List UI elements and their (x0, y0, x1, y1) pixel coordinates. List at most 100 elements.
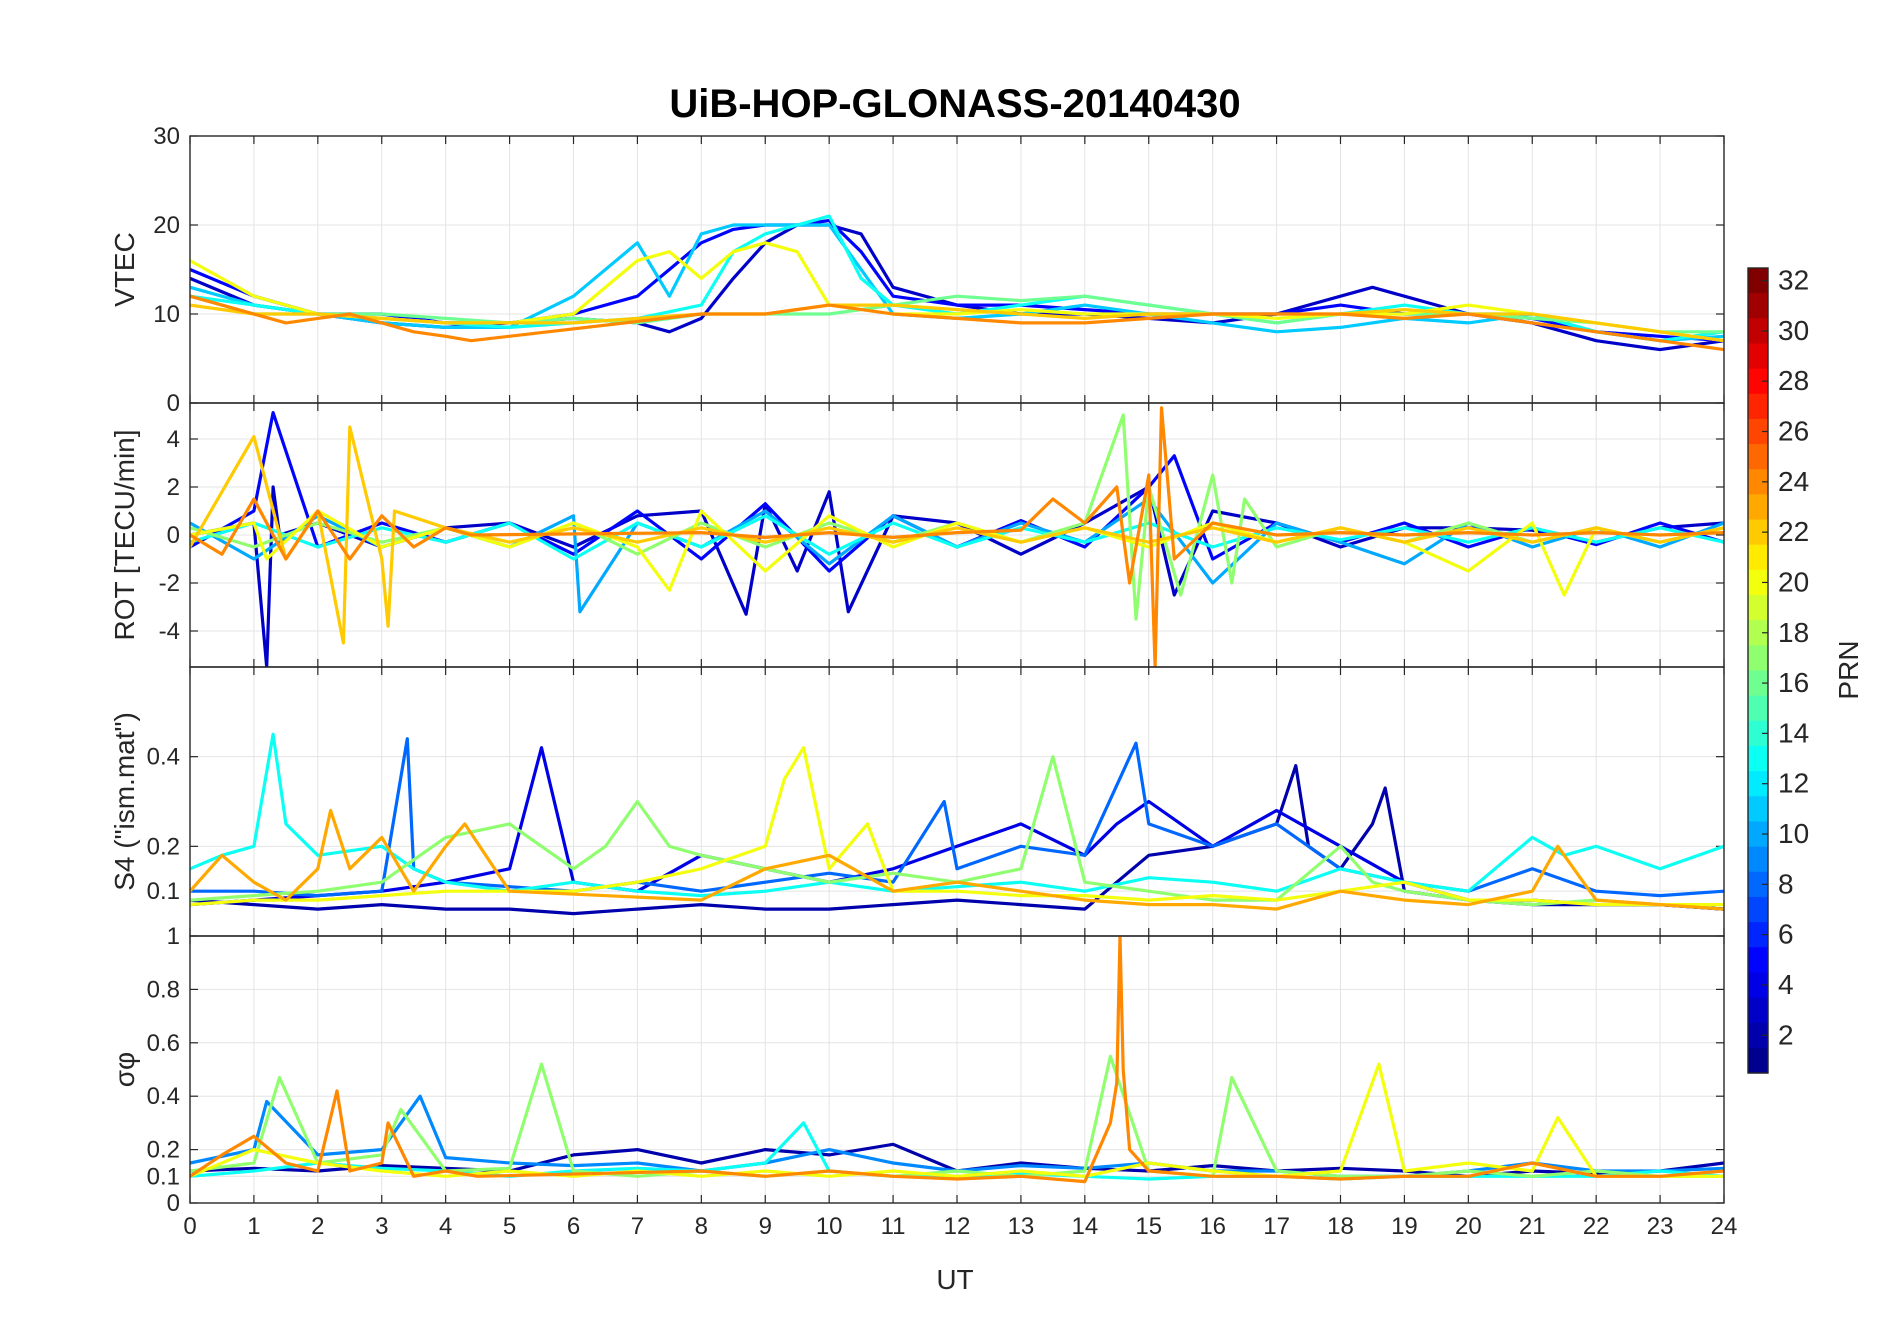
colorbar-tick-label: 28 (1778, 365, 1809, 396)
colorbar-band (1748, 645, 1768, 672)
colorbar-tick-label: 4 (1778, 969, 1794, 1000)
axes-frame (189, 935, 1725, 1204)
x-tick-label: 15 (1135, 1213, 1162, 1240)
y-tick-label: 20 (153, 212, 180, 239)
colorbar-tick-label: 18 (1778, 617, 1809, 648)
panel-s4: 0.1 0.2 0.4 S4 ("ism.mat") (109, 666, 1725, 937)
y-tick-label: 1 (167, 923, 180, 950)
y-tick-label: 2 (167, 474, 180, 501)
colorbar-tick-label: 12 (1778, 768, 1809, 799)
colorbar-band (1748, 997, 1768, 1024)
x-tick-label: 14 (1071, 1213, 1098, 1240)
colorbar-band (1748, 544, 1768, 571)
colorbar-band (1748, 821, 1768, 848)
colorbar-tick-label: 30 (1778, 315, 1809, 346)
colorbar-band (1748, 1047, 1768, 1074)
colorbar-band (1748, 670, 1768, 697)
colorbar-tick-label: 16 (1778, 667, 1809, 698)
x-tick-label: 22 (1583, 1213, 1610, 1240)
series-group (190, 936, 1724, 1184)
x-tick-label: 21 (1519, 1213, 1546, 1240)
colorbar-band (1748, 796, 1768, 823)
colorbar-band (1748, 318, 1768, 345)
colorbar-band (1748, 595, 1768, 621)
x-tick-label: 13 (1008, 1213, 1035, 1240)
x-tick-label: 12 (944, 1213, 971, 1240)
y-tick-label: 0.4 (147, 744, 180, 771)
x-tick-label: 24 (1711, 1213, 1738, 1240)
panel-rot: -4 -2 0 2 4 ROT [TECU/min] (109, 402, 1725, 668)
x-tick-label: 18 (1327, 1213, 1354, 1240)
series-prn-24 (190, 294, 1724, 352)
colorbar-tick-label: 8 (1778, 868, 1794, 899)
y-axis-label: σφ (109, 1052, 140, 1087)
x-tick-label: 20 (1455, 1213, 1482, 1240)
colorbar-frame (1747, 267, 1769, 1074)
panel-vtec: 0 10 20 30 VTEC (109, 123, 1725, 417)
y-tick-label: 0.6 (147, 1030, 180, 1057)
y-tick-label: 10 (153, 301, 180, 328)
y-tick-label: 0.2 (147, 1137, 180, 1164)
colorbar-band (1748, 469, 1768, 496)
colorbar-tick-label: 2 (1778, 1019, 1794, 1050)
series-group (190, 406, 1724, 667)
chart-title: UiB-HOP-GLONASS-20140430 (669, 82, 1240, 126)
series-group (190, 214, 1724, 352)
colorbar-band (1748, 418, 1768, 445)
y-tick-label: 0 (167, 390, 180, 417)
x-tick-label: 16 (1199, 1213, 1226, 1240)
x-tick-label: 8 (695, 1213, 708, 1240)
colorbar-tick-label: 6 (1778, 919, 1794, 950)
y-tick-label: 0.4 (147, 1083, 180, 1110)
colorbar-band (1748, 695, 1768, 722)
x-axis-label: UT (936, 1264, 973, 1295)
y-axis-label: VTEC (109, 232, 140, 307)
y-tick-label: 30 (153, 123, 180, 150)
series-group (190, 732, 1724, 916)
y-tick-label: -2 (159, 570, 180, 597)
x-tick-label: 9 (759, 1213, 772, 1240)
colorbar-band (1748, 569, 1768, 596)
x-tick-label: 2 (311, 1213, 324, 1240)
panel-sigma: 00.10.2 0.4 0.6 0.8 1 σφ (109, 923, 1725, 1217)
colorbar-band (1748, 846, 1768, 873)
y-tick-label: -4 (159, 618, 180, 645)
colorbar-tick-label: 24 (1778, 466, 1809, 497)
colorbar-band (1748, 896, 1768, 923)
colorbar-tick-label: 14 (1778, 717, 1809, 748)
y-axis-label: ROT [TECU/min] (109, 429, 140, 640)
colorbar-tick-label: 26 (1778, 416, 1809, 447)
colorbar-tick-label: 10 (1778, 818, 1809, 849)
y-axis-label: S4 ("ism.mat") (109, 712, 140, 891)
y-tick-label: 0.1 (147, 878, 180, 905)
colorbar-band (1748, 444, 1768, 470)
colorbar-label: PRN (1833, 640, 1864, 699)
x-tick-label: 5 (503, 1213, 516, 1240)
x-tick-label: 3 (375, 1213, 388, 1240)
y-tick-label: 0.8 (147, 976, 180, 1003)
y-tick-label: 0 (167, 522, 180, 549)
x-tick-label: 10 (816, 1213, 843, 1240)
colorbar-band (1748, 393, 1768, 420)
x-tick-label: 23 (1647, 1213, 1674, 1240)
colorbar-band (1748, 343, 1768, 370)
y-tick-label: 0.2 (147, 833, 180, 860)
colorbar-band (1748, 745, 1768, 772)
colorbar-band (1748, 519, 1768, 546)
colorbar-band (1748, 871, 1768, 898)
series-prn-24 (190, 406, 1724, 667)
y-tick-label: 0.1 (147, 1163, 180, 1190)
colorbar-tick-label: 22 (1778, 516, 1809, 547)
colorbar-band (1748, 771, 1768, 797)
colorbar-band (1748, 293, 1768, 319)
x-tick-label: 7 (631, 1213, 644, 1240)
colorbar-band (1748, 947, 1768, 973)
x-tick-label: 1 (247, 1213, 260, 1240)
series-prn-24 (190, 936, 1724, 1184)
y-tick-label: 4 (167, 426, 180, 453)
x-tick-label: 17 (1263, 1213, 1290, 1240)
series-prn-23 (190, 808, 1724, 911)
colorbar-band (1748, 620, 1768, 646)
